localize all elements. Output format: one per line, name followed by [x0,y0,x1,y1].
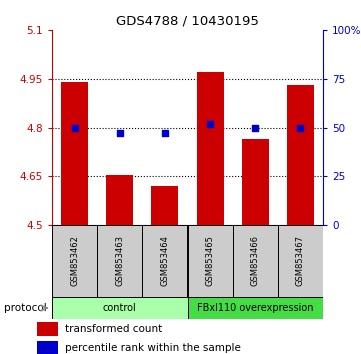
Bar [142,225,187,297]
Text: GSM853467: GSM853467 [296,235,305,286]
Point [207,121,213,126]
Bar [187,225,233,297]
Bar [278,225,323,297]
Point [72,125,78,130]
Bar [97,225,142,297]
Bar [287,85,314,225]
Point [252,125,258,130]
Text: protocol: protocol [4,303,46,313]
Text: transformed count: transformed count [65,324,162,334]
Bar [242,139,269,225]
Text: GSM853464: GSM853464 [160,235,169,286]
Bar [151,186,178,225]
Text: GSM853465: GSM853465 [205,235,214,286]
Text: GSM853463: GSM853463 [115,235,124,286]
Bar [61,82,88,225]
Bar [196,72,223,225]
Text: percentile rank within the sample: percentile rank within the sample [65,343,241,353]
Bar [52,297,187,319]
Point [162,131,168,136]
Bar [38,322,58,336]
Point [117,131,123,136]
Text: FBxl110 overexpression: FBxl110 overexpression [197,303,313,313]
Bar [106,175,133,225]
Text: GSM853466: GSM853466 [251,235,260,286]
Text: control: control [103,303,136,313]
Bar [38,341,58,354]
Bar [187,297,323,319]
Title: GDS4788 / 10430195: GDS4788 / 10430195 [116,15,259,28]
Bar [52,225,97,297]
Bar [233,225,278,297]
Point [297,125,303,130]
Text: GSM853462: GSM853462 [70,235,79,286]
